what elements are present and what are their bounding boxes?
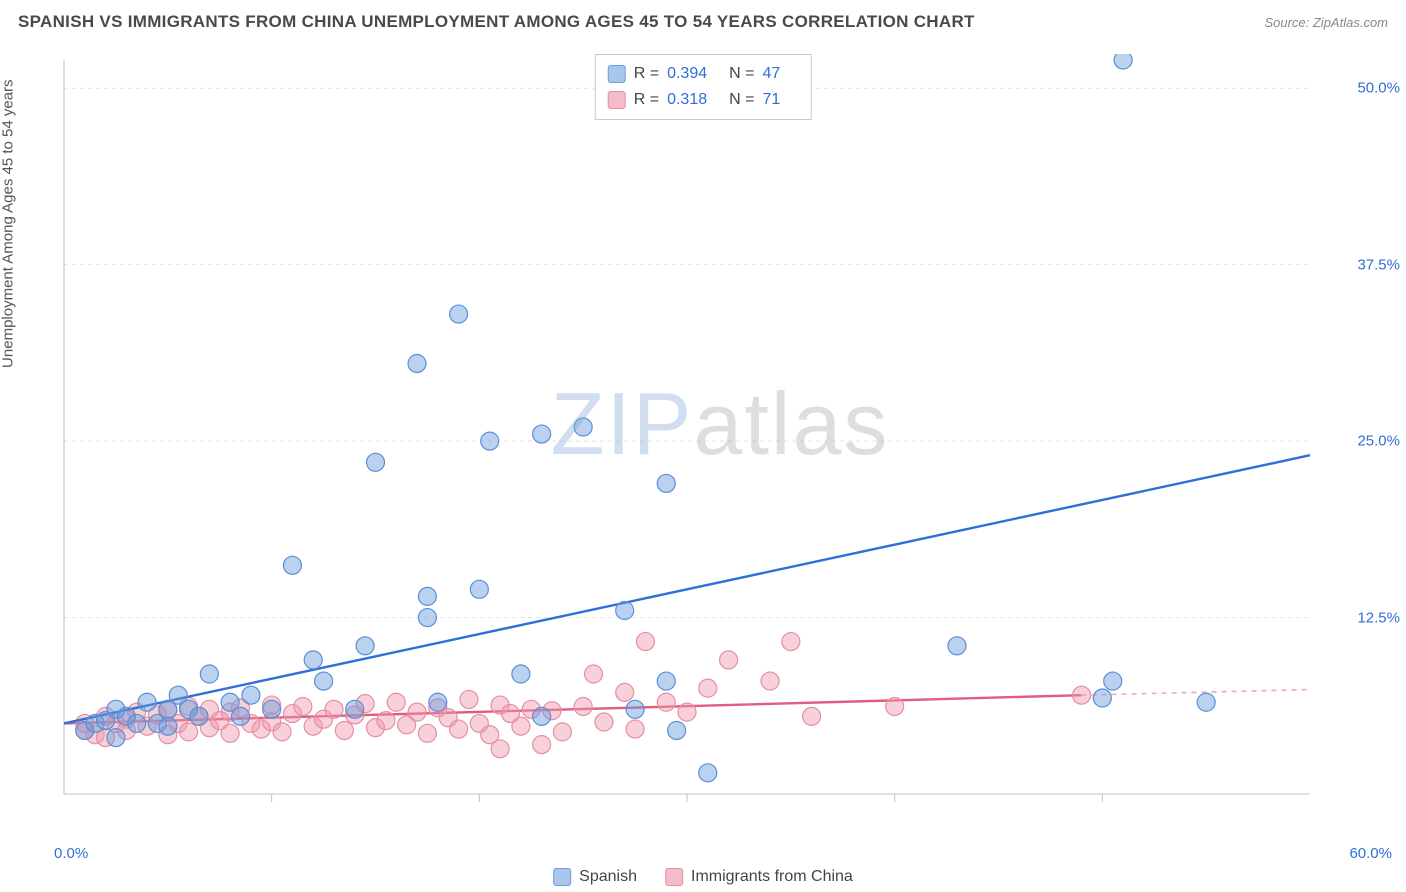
- chart-header: SPANISH VS IMMIGRANTS FROM CHINA UNEMPLO…: [18, 12, 1388, 32]
- r-label: R =: [634, 87, 659, 113]
- y-axis-label: Unemployment Among Ages 45 to 54 years: [0, 79, 17, 368]
- n-label: N =: [729, 87, 754, 113]
- source-attribution: Source: ZipAtlas.com: [1264, 15, 1388, 30]
- y-tick-label: 25.0%: [1357, 433, 1400, 450]
- legend-label: Spanish: [579, 868, 637, 886]
- series-swatch-icon: [608, 91, 626, 109]
- y-tick-label: 50.0%: [1357, 80, 1400, 97]
- r-value: 0.318: [667, 87, 707, 113]
- correlation-stats-box: R = 0.394 N = 47 R = 0.318 N = 71: [595, 54, 812, 120]
- scatter-chart: [60, 54, 1380, 824]
- stats-row: R = 0.394 N = 47: [608, 61, 795, 87]
- stats-row: R = 0.318 N = 71: [608, 87, 795, 113]
- legend-item: Immigrants from China: [665, 868, 853, 886]
- legend-swatch-icon: [665, 868, 683, 886]
- y-tick-label: 12.5%: [1357, 609, 1400, 626]
- legend-label: Immigrants from China: [691, 868, 853, 886]
- legend: Spanish Immigrants from China: [553, 868, 853, 886]
- n-value: 47: [762, 61, 780, 87]
- r-value: 0.394: [667, 61, 707, 87]
- plot-area: ZIPatlas: [60, 54, 1380, 824]
- x-axis-max-label: 60.0%: [1349, 845, 1392, 862]
- y-tick-label: 37.5%: [1357, 256, 1400, 273]
- n-label: N =: [729, 61, 754, 87]
- r-label: R =: [634, 61, 659, 87]
- x-axis-min-label: 0.0%: [54, 845, 88, 862]
- series-swatch-icon: [608, 65, 626, 83]
- legend-swatch-icon: [553, 868, 571, 886]
- n-value: 71: [762, 87, 780, 113]
- legend-item: Spanish: [553, 868, 637, 886]
- chart-title: SPANISH VS IMMIGRANTS FROM CHINA UNEMPLO…: [18, 12, 975, 32]
